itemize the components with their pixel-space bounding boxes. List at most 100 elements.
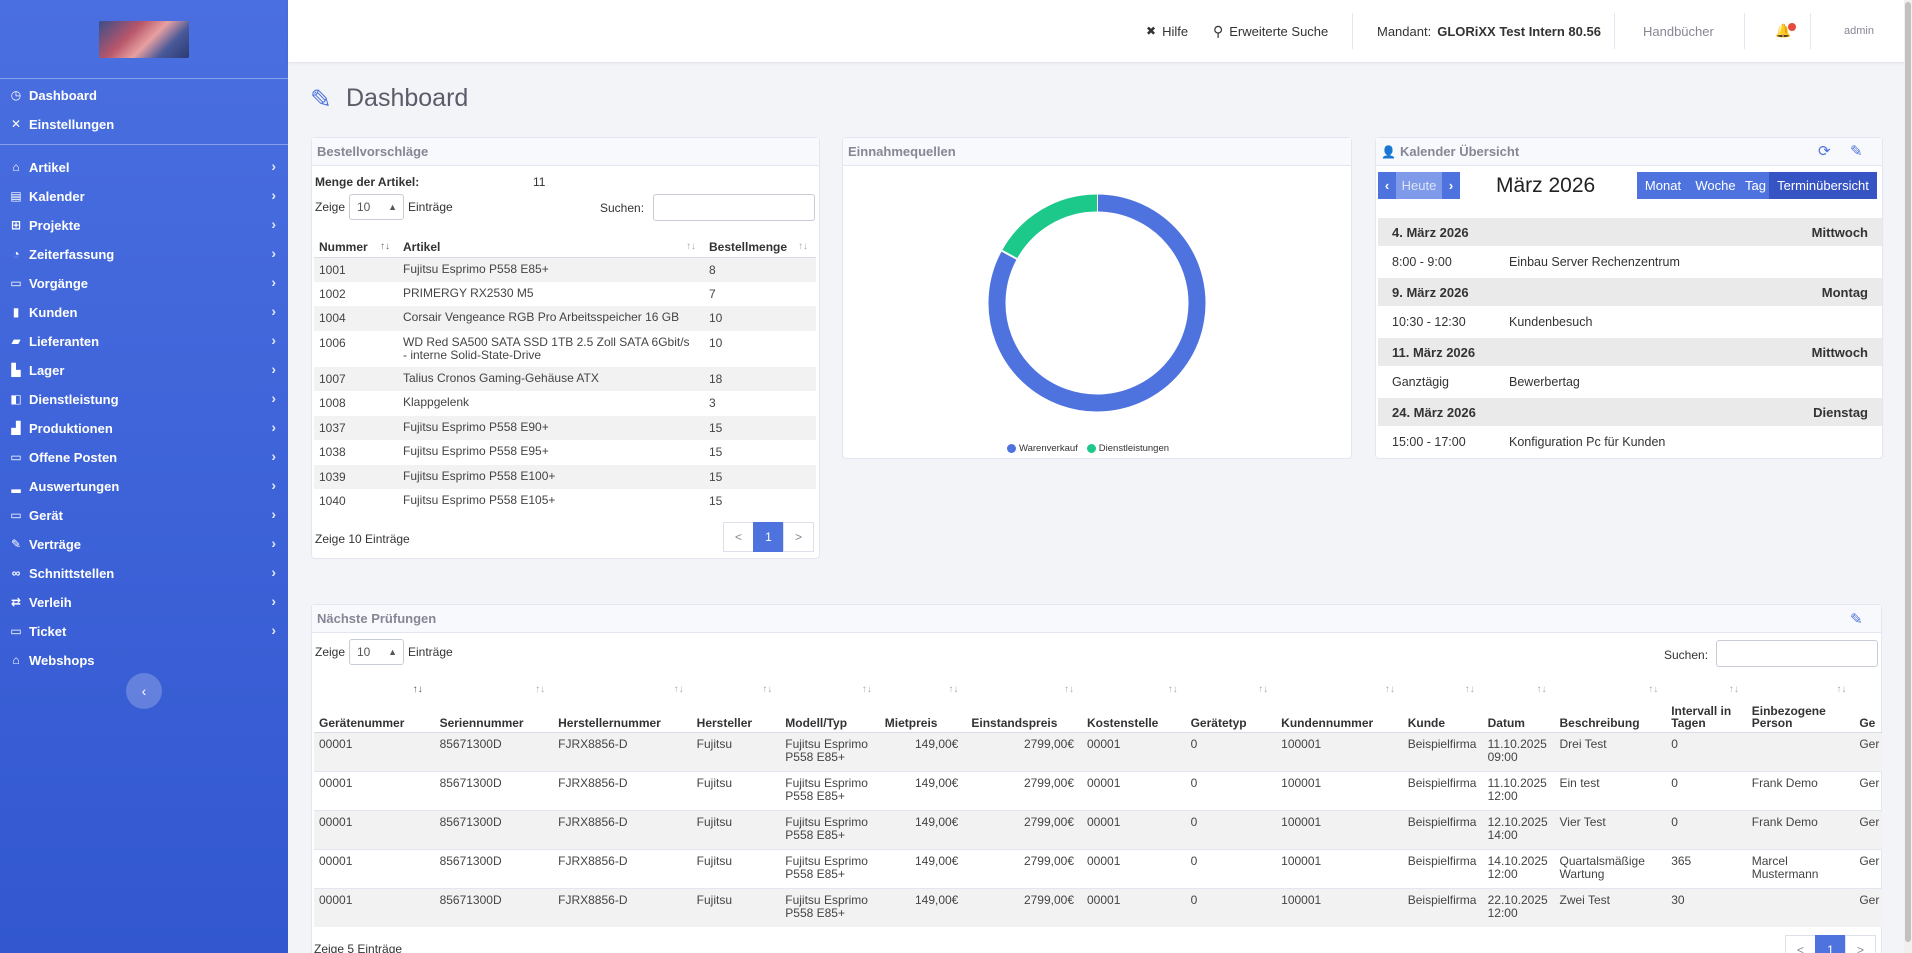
column-header[interactable]: Beschreibung ↑↓ (1554, 680, 1667, 733)
view-week-button[interactable]: Woche (1689, 172, 1742, 199)
zeige-label: Zeige (315, 200, 346, 214)
sidebar-item-vorgänge[interactable]: ▭ Vorgänge › (0, 270, 288, 296)
table-row[interactable]: 1038 Fujitsu Esprimo P558 E95+ 15 (314, 440, 816, 465)
refresh-icon[interactable]: ⟳ (1818, 143, 1831, 160)
table-row[interactable]: 1002 PRIMERGY RX2530 M5 7 (314, 282, 816, 307)
table-row[interactable]: 1007 Talius Cronos Gaming-Gehäuse ATX 18 (314, 366, 816, 391)
sidebar-item-webshops[interactable]: ⌂ Webshops (0, 647, 288, 673)
prev-page-button[interactable]: < (1785, 935, 1816, 953)
column-header[interactable]: Gerätenummer ↑↓ (314, 680, 435, 733)
table-row[interactable]: 1037 Fujitsu Esprimo P558 E90+ 15 (314, 415, 816, 440)
sidebar-item-einstellungen[interactable]: ✕ Einstellungen (0, 111, 288, 137)
column-header[interactable]: Artikel ↑↓ (398, 233, 704, 258)
scrollbar-thumb[interactable] (1905, 2, 1911, 942)
sidebar-item-lieferanten[interactable]: ▰ Lieferanten › (0, 328, 288, 354)
company-logo[interactable] (99, 21, 189, 58)
advanced-search-link[interactable]: ⚲ Erweiterte Suche (1213, 0, 1328, 62)
sidebar-item-verleih[interactable]: ⇄ Verleih › (0, 589, 288, 615)
sidebar-item-kalender[interactable]: ▤ Kalender › (0, 183, 288, 209)
column-header[interactable]: Kunde ↑↓ (1402, 680, 1483, 733)
table-row[interactable]: 1004 Corsair Vengeance RGB Pro Arbeitsspe… (314, 306, 816, 331)
edit-icon[interactable]: ✎ (1850, 143, 1863, 160)
view-month-button[interactable]: Monat (1637, 172, 1689, 199)
page-button[interactable]: 1 (1815, 935, 1846, 953)
column-header[interactable]: Hersteller ↑↓ (691, 680, 781, 733)
agenda-event[interactable]: 8:00 - 9:00 Einbau Server Rechenzentrum (1378, 246, 1882, 278)
sidebar-item-dienstleistung[interactable]: ◧ Dienstleistung › (0, 386, 288, 412)
sidebar-collapse-button[interactable]: ‹ (126, 673, 162, 709)
search-input[interactable] (653, 194, 815, 221)
view-agenda-button[interactable]: Terminübersicht (1769, 172, 1877, 199)
column-header[interactable]: Herstellernummer ↑↓ (553, 680, 692, 733)
sidebar-item-gerät[interactable]: ▭ Gerät › (0, 502, 288, 528)
sidebar-item-offene-posten[interactable]: ▭ Offene Posten › (0, 444, 288, 470)
sidebar-item-ticket[interactable]: ▭ Ticket › (0, 618, 288, 644)
table-row[interactable]: 1001 Fujitsu Esprimo P558 E85+ 8 (314, 257, 816, 282)
cell-artikel: Corsair Vengeance RGB Pro Arbeitsspeiche… (398, 306, 704, 331)
column-header[interactable]: Kostenstelle ↑↓ (1082, 680, 1186, 733)
today-button[interactable]: Heute (1396, 172, 1442, 199)
manuals-link[interactable]: Handbücher (1643, 0, 1714, 62)
agenda-event[interactable]: Ganztägig Bewerbertag (1378, 366, 1882, 398)
column-header[interactable]: Datum ↑↓ (1482, 680, 1555, 733)
mandant-selector[interactable]: Mandant: GLORiXX Test Intern 80.56 (1377, 0, 1601, 62)
cell-artikel: Fujitsu Esprimo P558 E105+ (403, 493, 556, 507)
sidebar-item-schnittstellen[interactable]: ∞ Schnittstellen › (0, 560, 288, 586)
table-row[interactable]: 00001 85671300D FJRX8856-D Fujitsu Fujitsu E… (314, 770, 1882, 810)
column-header[interactable]: Gerätetyp ↑↓ (1185, 680, 1277, 733)
view-day-button[interactable]: Tag (1742, 172, 1769, 199)
next-page-button[interactable]: > (783, 522, 814, 552)
table-row[interactable]: 00001 85671300D FJRX8856-D Fujitsu Fujitsu E… (314, 848, 1882, 888)
doughnut-slice-dienstleistungen[interactable] (1001, 194, 1098, 260)
sort-icon: ↑↓ (1464, 684, 1475, 695)
column-header[interactable]: Einstandspreis ↑↓ (966, 680, 1082, 733)
agenda-event[interactable]: 10:30 - 12:30 Kundenbesuch (1378, 306, 1882, 338)
table-row[interactable]: 00001 85671300D FJRX8856-D Fujitsu Fujitsu E… (314, 887, 1882, 927)
column-header[interactable]: Mietpreis ↑↓ (879, 680, 967, 733)
edit-icon[interactable]: ✎ (1850, 611, 1863, 628)
sidebar-item-auswertungen[interactable]: ▂ Auswertungen › (0, 473, 288, 499)
sidebar-item-produktionen[interactable]: ▟ Produktionen › (0, 415, 288, 441)
sidebar-item-kunden[interactable]: ▮ Kunden › (0, 299, 288, 325)
view-label: Tag (1745, 178, 1766, 193)
agenda-event[interactable]: 15:00 - 17:00 Konfiguration Pc für Kunden (1378, 426, 1882, 458)
search-input[interactable] (1716, 640, 1878, 667)
table-row[interactable]: 1006 WD Red SA500 SATA SSD 1TB 2.5 Zoll S… (314, 331, 816, 367)
table-row[interactable]: 00001 85671300D FJRX8856-D Fujitsu Fujitsu E… (314, 731, 1882, 771)
table-row[interactable]: 00001 85671300D FJRX8856-D Fujitsu Fujitsu E… (314, 809, 1882, 849)
sidebar-item-lager[interactable]: ▙ Lager › (0, 357, 288, 383)
user-menu[interactable]: admin (1844, 0, 1874, 62)
advanced-search-label: Erweiterte Suche (1229, 23, 1329, 39)
table-row[interactable]: 1039 Fujitsu Esprimo P558 E100+ 15 (314, 464, 816, 489)
table-row[interactable]: 1008 Klappgelenk 3 (314, 391, 816, 416)
prev-month-button[interactable]: ‹ (1378, 172, 1396, 199)
next-month-button[interactable]: › (1442, 172, 1460, 199)
agenda-event-title: Einbau Server Rechenzentrum (1509, 255, 1680, 269)
column-header[interactable]: Ge↑↓ (1854, 680, 1882, 733)
column-header[interactable]: Kundennummer ↑↓ (1276, 680, 1403, 733)
table-row[interactable]: 1040 Fujitsu Esprimo P558 E105+ 15 (314, 489, 816, 514)
help-link[interactable]: ✖ Hilfe (1146, 0, 1188, 62)
table-cell: Fujitsu (691, 770, 781, 810)
prev-page-button[interactable]: < (723, 522, 754, 552)
page-button[interactable]: 1 (753, 522, 784, 552)
chevron-right-icon: › (271, 187, 276, 203)
doughnut-slice-warenverkauf[interactable] (988, 194, 1206, 412)
column-header[interactable]: Intervall in Tagen ↑↓ (1666, 680, 1747, 733)
entries-select[interactable]: 10 ▲ (349, 639, 404, 665)
column-header[interactable]: Bestellmenge ↑↓ (704, 233, 816, 258)
table-cell: Fujitsu Esprimo P558 E85+ (780, 848, 880, 888)
notifications-button[interactable]: 🔔 (1775, 0, 1791, 62)
column-header[interactable]: Nummer ↑↓ (314, 233, 398, 258)
column-header[interactable]: Einbezogene Person ↑↓ (1746, 680, 1855, 733)
sidebar-item-projekte[interactable]: ⊞ Projekte › (0, 212, 288, 238)
page-scrollbar[interactable] (1904, 0, 1912, 953)
entries-select[interactable]: 10 ▲ (349, 194, 404, 220)
column-header[interactable]: Seriennummer ↑↓ (434, 680, 554, 733)
sidebar-item-artikel[interactable]: ⌂ Artikel › (0, 154, 288, 180)
next-page-button[interactable]: > (1845, 935, 1876, 953)
sidebar-item-dashboard[interactable]: ◷ Dashboard (0, 82, 288, 108)
column-header[interactable]: Modell/Typ ↑↓ (780, 680, 880, 733)
sidebar-item-verträge[interactable]: ✎ Verträge › (0, 531, 288, 557)
sidebar-item-zeiterfassung[interactable]: ◔ Zeiterfassung › (0, 241, 288, 267)
